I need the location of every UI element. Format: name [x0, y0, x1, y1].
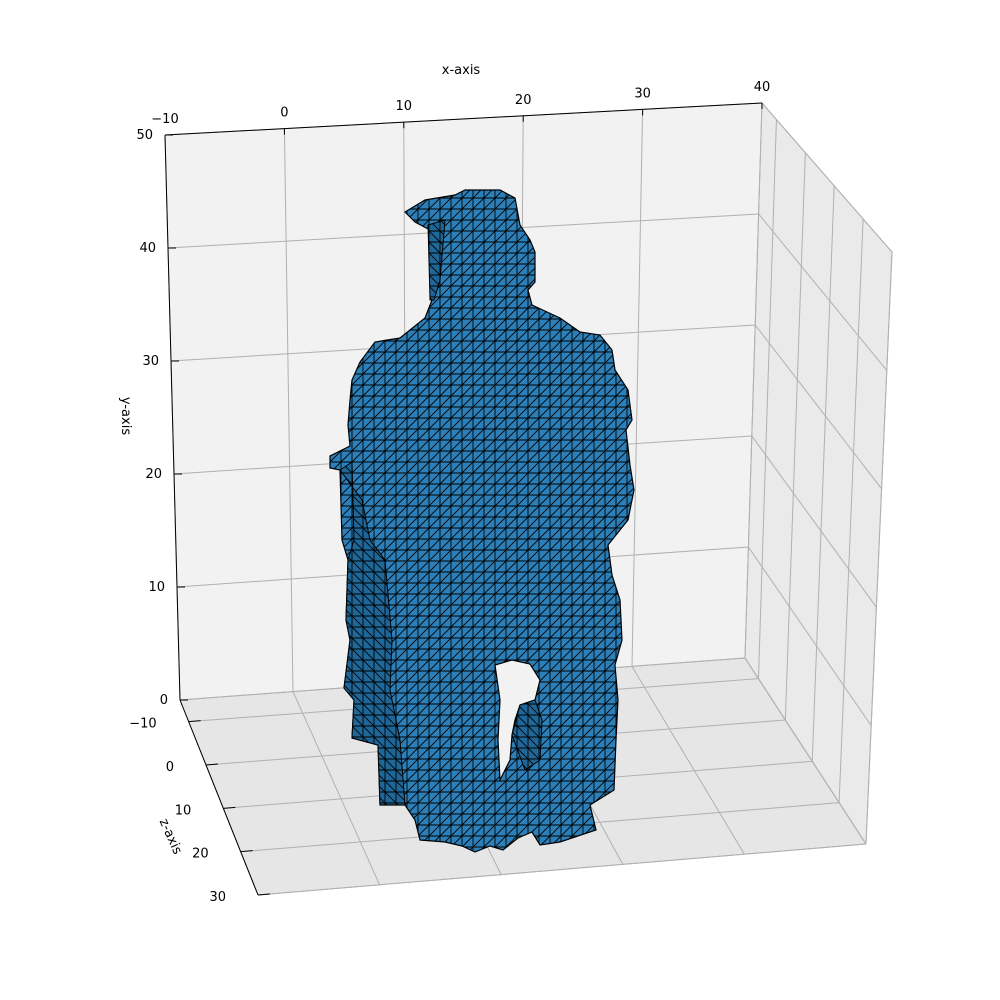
- z-tick-label: 20: [192, 847, 209, 862]
- y-tick-label: 40: [139, 241, 156, 256]
- y-axis-line: [164, 134, 181, 701]
- pane-edge: [257, 843, 867, 896]
- pane-edge: [865, 251, 893, 845]
- pane-edge: [744, 657, 867, 845]
- pane-edge: [761, 102, 893, 253]
- mesh-body: [329, 189, 635, 853]
- x-grid-line: [631, 109, 644, 667]
- x-floor-grid-line: [292, 691, 381, 886]
- z-side-grid-line: [838, 218, 864, 803]
- z-tick-label: 30: [209, 890, 226, 905]
- z-tick-label: 0: [166, 760, 174, 775]
- x-tick-label: 30: [634, 86, 651, 101]
- z-side-grid-line: [784, 152, 806, 721]
- y-tick-label: 0: [160, 693, 168, 708]
- mesh-shadow-left: [339, 461, 406, 806]
- z-tick: [257, 893, 271, 896]
- y-side-grid-line: [747, 546, 872, 726]
- z-tick-label: −10: [129, 717, 156, 732]
- z-side-grid-line: [757, 119, 777, 679]
- y-side-grid-line: [758, 213, 888, 371]
- mesh-hole-inner: [511, 699, 543, 771]
- pane-edge: [744, 102, 763, 659]
- x-tick-label: 0: [280, 106, 288, 121]
- y-axis-label: y-axis: [118, 397, 133, 435]
- y-tick-label: 50: [136, 128, 153, 143]
- y-side-grid-line: [751, 435, 877, 608]
- y-side-grid-line: [754, 324, 882, 490]
- x-tick-label: −10: [151, 112, 178, 127]
- z-side-grid-line: [811, 185, 835, 762]
- tick-marks: [164, 103, 763, 896]
- z-tick-label: 10: [175, 803, 192, 818]
- x-tick-label: 40: [754, 80, 771, 95]
- mesh-shadow-neck: [427, 219, 446, 301]
- z-tick: [188, 720, 201, 723]
- z-tick: [240, 850, 253, 853]
- x-tick-label: 10: [396, 99, 413, 114]
- x-grid-line: [283, 128, 294, 692]
- x-floor-grid-line: [631, 666, 745, 855]
- x-axis-label: x-axis: [442, 63, 481, 78]
- x-tick-label: 20: [515, 93, 532, 108]
- right-pane: [745, 103, 892, 844]
- y-tick-label: 20: [145, 467, 162, 482]
- z-tick: [223, 806, 236, 809]
- surface-mesh: [329, 189, 635, 853]
- y-tick-label: 10: [148, 580, 165, 595]
- z-tick: [205, 763, 219, 766]
- z-axis-label: z-axis: [156, 816, 185, 857]
- x-axis-line: [164, 102, 763, 136]
- mesh-hole: [494, 659, 541, 783]
- y-tick-label: 30: [142, 354, 159, 369]
- z-axis-line: [179, 699, 259, 896]
